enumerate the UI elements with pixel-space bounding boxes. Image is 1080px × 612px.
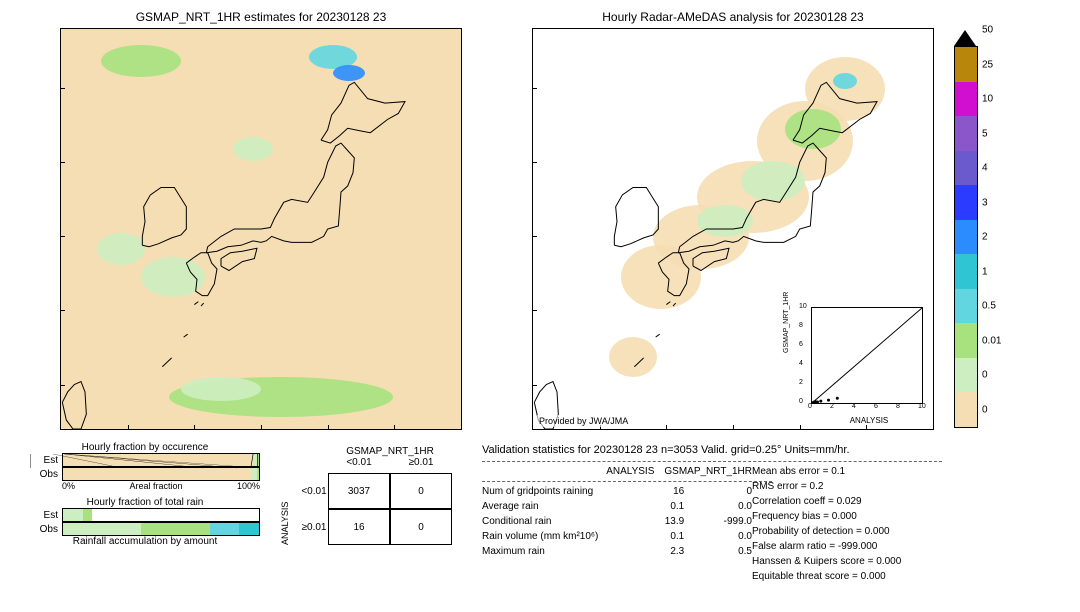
axis-mid: Areal fraction: [129, 481, 182, 491]
ct-c12: 0: [390, 473, 452, 509]
colorbar-seg: [955, 254, 977, 289]
colorbar-seg: [955, 392, 977, 427]
occ-est-bar: [62, 453, 260, 467]
colorbar-seg: [955, 323, 977, 358]
colorbar-seg: [955, 289, 977, 324]
left-map-title: GSMAP_NRT_1HR estimates for 20230128 23: [60, 10, 462, 24]
stats-metric: False alarm ratio = -999.000: [752, 539, 952, 554]
stats-row: Conditional rain13.9-999.0: [482, 514, 752, 529]
stats-h2: GSMAP_NRT_1HR: [664, 464, 752, 479]
colorbar: 502510543210.50.0100: [954, 30, 978, 430]
ct-row2: ≥0.01: [300, 509, 328, 545]
colorbar-seg: [955, 358, 977, 393]
colorbar-label: 0: [982, 370, 988, 381]
inset-ylabel: GSMAP_NRT_1HR: [783, 292, 790, 353]
colorbar-seg: [955, 116, 977, 151]
stats-metric: Probability of detection = 0.000: [752, 524, 952, 539]
left-map-panel: GSMAP_NRT_1HR estimates for 20230128 23 …: [60, 10, 462, 430]
inset-xlabel: ANALYSIS: [799, 416, 934, 425]
stats-metric: Frequency bias = 0.000: [752, 509, 952, 524]
ct-title: GSMAP_NRT_1HR: [328, 446, 452, 457]
inset-scatter: 00224466881010GSMAP_NRT_1HRANALYSIS: [787, 303, 927, 423]
ct-row1: <0.01: [300, 473, 328, 509]
bottom-label: Rainfall accumulation by amount: [30, 536, 260, 547]
axis-0: 0%: [62, 481, 75, 491]
colorbar-seg: [955, 185, 977, 220]
est-label: Est: [30, 455, 62, 466]
stats-row: Maximum rain2.30.5: [482, 544, 752, 559]
colorbar-label: 5: [982, 128, 988, 139]
ct-col2: ≥0.01: [390, 457, 452, 473]
ct-col1: <0.01: [328, 457, 390, 473]
colorbar-seg: [955, 220, 977, 255]
colorbar-label: 0.01: [982, 335, 1001, 346]
tot-obs-bar: [62, 522, 260, 536]
top-row: GSMAP_NRT_1HR estimates for 20230128 23 …: [10, 10, 1070, 430]
colorbar-seg: [955, 82, 977, 117]
colorbar-label: 50: [982, 25, 993, 36]
stats-row: Rain volume (mm km²10⁶)0.10.0: [482, 529, 752, 544]
stats-block: Validation statistics for 20230128 23 n=…: [482, 442, 952, 584]
colorbar-bar: [954, 46, 978, 428]
colorbar-label: 25: [982, 59, 993, 70]
stats-metric: Correlation coeff = 0.029: [752, 494, 952, 509]
colorbar-seg: [955, 47, 977, 82]
stats-metric: Equitable threat score = 0.000: [752, 569, 952, 584]
ct-c22: 0: [390, 509, 452, 545]
contingency-table: GSMAP_NRT_1HR <0.01 ≥0.01 ANALYSIS <0.01…: [280, 446, 452, 545]
colorbar-label: 10: [982, 94, 993, 105]
occ-obs-bar: [62, 467, 260, 481]
right-map-panel: Hourly Radar-AMeDAS analysis for 2023012…: [532, 10, 934, 430]
colorbar-seg: [955, 151, 977, 186]
obs-label: Obs: [30, 469, 62, 480]
est-label2: Est: [30, 510, 62, 521]
attribution: Provided by JWA/JMA: [537, 415, 630, 427]
tot-est-bar: [62, 508, 260, 522]
ct-c11: 3037: [328, 473, 390, 509]
obs-label2: Obs: [30, 524, 62, 535]
colorbar-triangle: [954, 30, 976, 46]
colorbar-label: 0.5: [982, 301, 996, 312]
right-map-title: Hourly Radar-AMeDAS analysis for 2023012…: [532, 10, 934, 24]
stats-metric: RMS error = 0.2: [752, 479, 952, 494]
stats-metric: Mean abs error = 0.1: [752, 464, 952, 479]
colorbar-label: 2: [982, 232, 988, 243]
stats-row: Num of gridpoints raining160: [482, 484, 752, 499]
colorbar-label: 3: [982, 197, 988, 208]
colorbar-label: 4: [982, 163, 988, 174]
tot-title: Hourly fraction of total rain: [30, 497, 260, 508]
stats-title: Validation statistics for 20230128 23 n=…: [482, 442, 952, 459]
right-map: 25°N30°N35°N40°N45°N125°E130°E135°E140°E…: [532, 28, 934, 430]
axis-100: 100%: [237, 481, 260, 491]
stats-left: ANALYSIS GSMAP_NRT_1HR Num of gridpoints …: [482, 464, 752, 584]
stats-right: Mean abs error = 0.1RMS error = 0.2Corre…: [752, 464, 952, 584]
stats-h1: ANALYSIS: [605, 464, 654, 479]
stats-row: Average rain0.10.0: [482, 499, 752, 514]
bottom-row: Hourly fraction by occurence Est Obs 0% A…: [10, 442, 1070, 584]
colorbar-label: 1: [982, 266, 988, 277]
ct-c21: 16: [328, 509, 390, 545]
ct-side: ANALYSIS: [280, 473, 300, 545]
left-map: 25°N30°N35°N40°N45°N125°E130°E135°E140°E…: [60, 28, 462, 430]
stats-metric: Hanssen & Kuipers score = 0.000: [752, 554, 952, 569]
occ-title: Hourly fraction by occurence: [30, 442, 260, 453]
fraction-block: Hourly fraction by occurence Est Obs 0% A…: [30, 442, 260, 547]
